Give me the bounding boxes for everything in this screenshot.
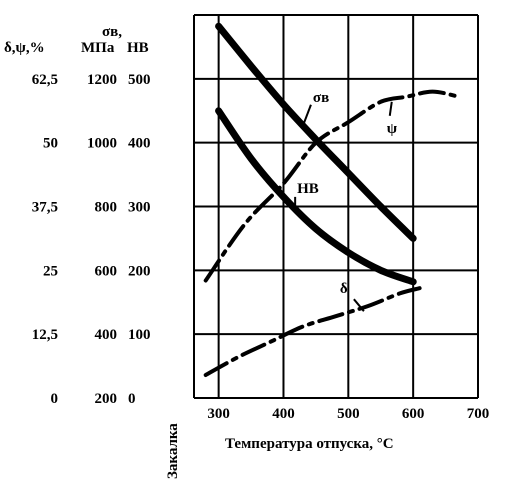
x-tick-label: 600 [402,406,425,422]
y-tick-labels: 0 12,5 25 37,5 50 62,5 200 400 600 800 1000 1200 0 10… [32,72,151,407]
y-axis-header-stress: МПа [81,40,115,56]
y-tick-label-hb: 500 [128,72,151,88]
series-line-hb [215,107,417,286]
y-tick-label-percent: 62,5 [32,72,58,88]
y-axis-header-percent: δ,ψ,% [4,40,45,56]
x-tick-label: 400 [272,406,295,422]
y-tick-label-stress: 1000 [87,136,117,152]
series-line-sigma [215,22,417,242]
x-axis-origin-label: Закалка [165,423,181,479]
x-tick-label: 500 [337,406,360,422]
series-line-psi [203,89,461,283]
y-tick-label-percent: 12,5 [32,327,58,343]
series-label-psi: ψ [387,121,398,137]
y-axis-header-hb: HB [127,40,149,56]
series-lines [203,22,461,377]
y-tick-label-stress: 600 [95,263,118,279]
y-tick-label-percent: 0 [51,391,59,407]
series-label-pointers [294,101,393,312]
y-tick-label-percent: 50 [43,136,58,152]
series-label-delta: δ [340,281,348,297]
y-axis-header-stress-top: σв, [102,24,122,40]
x-tick-label: 300 [207,406,230,422]
y-tick-label-stress: 800 [95,200,118,216]
grid [193,14,479,399]
series-pointer-sigma [301,104,312,127]
series-pointer-psi [388,101,393,116]
y-tick-label-percent: 25 [43,263,58,279]
series-labels: σв HB ψ δ [297,90,398,297]
x-tick-label: 700 [467,406,490,422]
x-tick-labels: 300 400 500 600 700 [207,406,489,422]
series-line-delta [203,286,422,377]
y-tick-label-stress: 200 [95,391,118,407]
y-tick-label-stress: 1200 [87,72,117,88]
y-tick-label-hb: 400 [128,136,151,152]
y-tick-label-hb: 200 [128,263,151,279]
series-label-hb: HB [297,181,319,197]
y-tick-label-hb: 0 [128,391,136,407]
y-tick-label-hb: 300 [128,200,151,216]
y-tick-label-hb: 100 [128,327,151,343]
y-tick-label-percent: 37,5 [32,200,58,216]
x-axis-label: Температура отпуска, °C [225,436,394,452]
series-pointer-delta [353,298,365,312]
series-label-sigma: σв [313,90,329,106]
y-tick-label-stress: 400 [95,327,118,343]
